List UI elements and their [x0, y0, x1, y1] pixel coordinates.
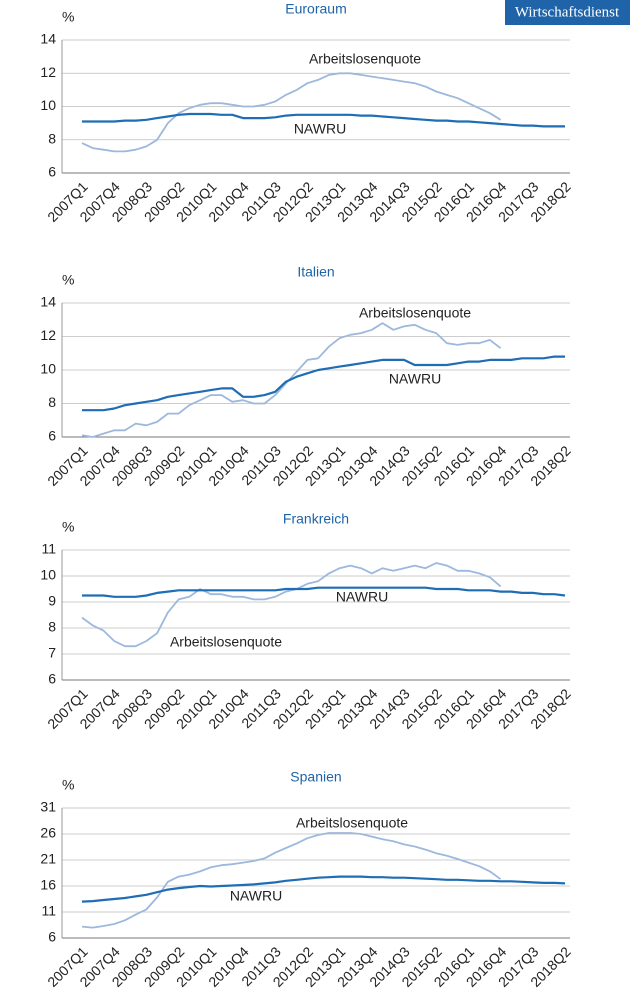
y-tick-label: 14 [40, 294, 56, 310]
y-tick-label: 11 [41, 903, 56, 919]
y-tick-label: 8 [48, 130, 56, 146]
y-tick-label: 31 [40, 799, 56, 815]
y-tick-label: 10 [40, 567, 56, 583]
chart-title: Spanien [290, 769, 341, 785]
series-line [81, 322, 502, 438]
y-tick-label: 12 [40, 64, 56, 80]
series-label: NAWRU [336, 589, 388, 605]
series-line [81, 562, 502, 648]
series-line [82, 112, 565, 128]
series-line [81, 875, 566, 903]
y-tick-label: 10 [40, 97, 56, 113]
y-tick-label: 6 [48, 428, 56, 444]
y-tick-label: 8 [48, 619, 56, 635]
y-tick-label: 26 [40, 825, 56, 841]
series-line [82, 586, 566, 598]
chart-title: Euroraum [285, 1, 346, 17]
brand-badge [505, 0, 630, 25]
y-axis-label: % [62, 777, 74, 793]
y-tick-label: 9 [48, 593, 56, 609]
y-axis-label: % [62, 519, 74, 535]
y-tick-label: 6 [48, 671, 56, 687]
series-label: Arbeitslosenquote [359, 305, 471, 321]
series-label: NAWRU [230, 888, 282, 904]
y-tick-label: 8 [48, 394, 56, 410]
series-label: Arbeitslosenquote [309, 51, 421, 67]
series-label: NAWRU [389, 371, 441, 387]
y-tick-label: 16 [40, 877, 56, 893]
y-tick-label: 21 [40, 851, 56, 867]
y-axis-label: % [62, 272, 74, 288]
y-tick-label: 12 [40, 327, 56, 343]
y-axis-label: % [62, 9, 74, 25]
series-line [82, 355, 565, 412]
y-tick-label: 14 [40, 31, 56, 47]
series-label: Arbeitslosenquote [296, 815, 408, 831]
y-tick-label: 10 [40, 361, 56, 377]
chart-title: Italien [297, 264, 334, 280]
y-tick-label: 11 [41, 541, 56, 557]
y-tick-label: 7 [48, 645, 56, 661]
series-line [81, 72, 502, 153]
y-tick-label: 6 [48, 164, 56, 180]
chart-title: Frankreich [283, 511, 349, 527]
y-tick-label: 6 [48, 929, 56, 945]
brand: Wirtschaftsdienst [515, 4, 620, 20]
series-label: NAWRU [294, 121, 346, 137]
series-line [81, 832, 502, 929]
series-label: Arbeitslosenquote [170, 634, 282, 650]
